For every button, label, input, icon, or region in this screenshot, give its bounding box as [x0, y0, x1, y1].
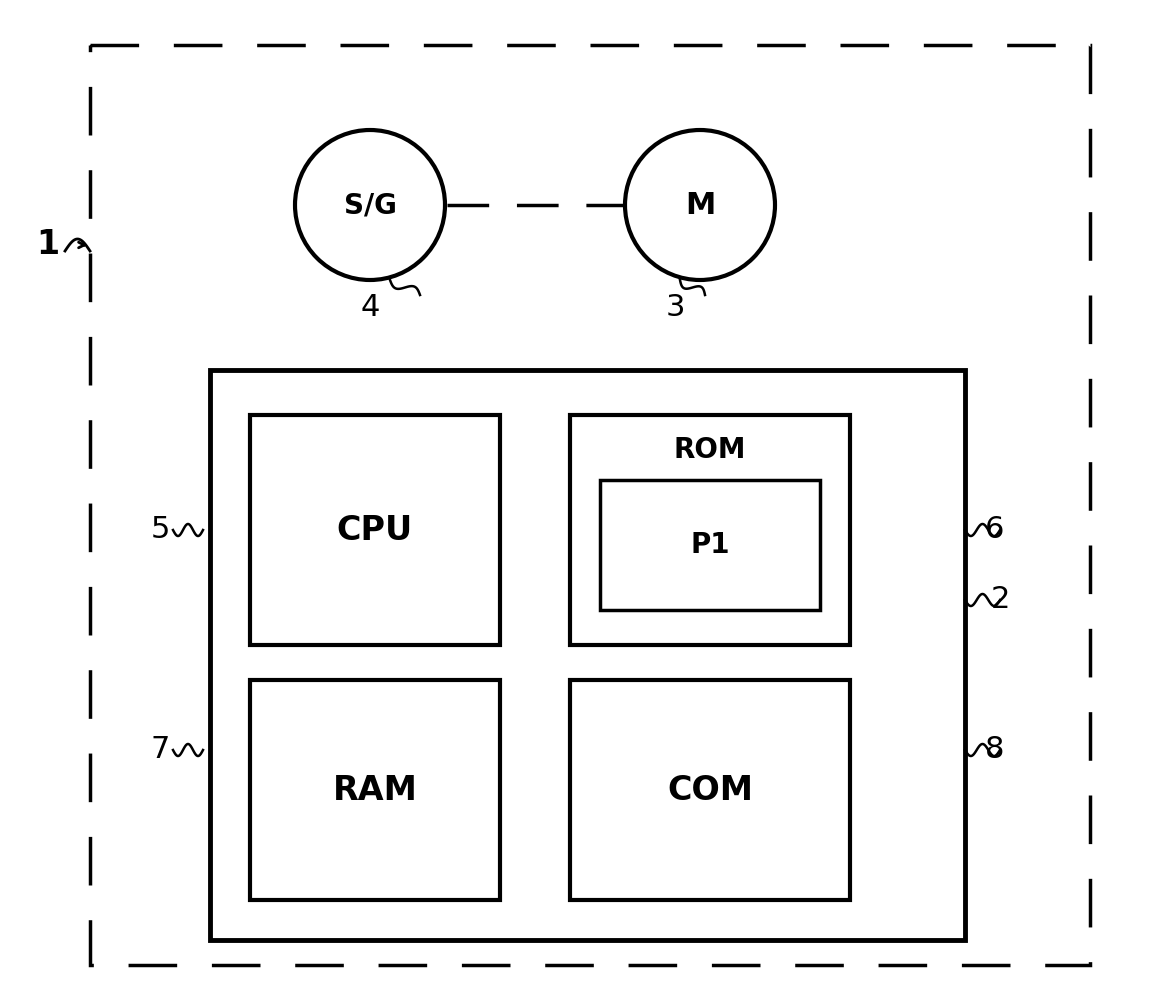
Bar: [250, 680, 500, 900]
Text: P1: P1: [690, 531, 730, 559]
Text: 7: 7: [151, 736, 169, 765]
Text: 2: 2: [990, 586, 1010, 615]
Text: 1: 1: [36, 228, 60, 261]
Bar: [250, 415, 500, 645]
Text: ROM: ROM: [674, 436, 747, 464]
Circle shape: [624, 130, 775, 280]
Text: 5: 5: [151, 516, 169, 545]
Bar: [91, 45, 1090, 965]
Bar: [570, 415, 850, 645]
Text: M: M: [684, 190, 715, 219]
Text: CPU: CPU: [336, 514, 413, 547]
Bar: [211, 370, 965, 940]
Bar: [570, 680, 850, 900]
Text: 8: 8: [985, 736, 1004, 765]
Circle shape: [295, 130, 445, 280]
Text: S/G: S/G: [343, 191, 396, 219]
Text: 3: 3: [666, 293, 684, 322]
Text: COM: COM: [667, 774, 753, 807]
Text: RAM: RAM: [333, 774, 417, 807]
Text: 6: 6: [985, 516, 1004, 545]
Text: 4: 4: [360, 293, 380, 322]
Bar: [600, 480, 820, 610]
